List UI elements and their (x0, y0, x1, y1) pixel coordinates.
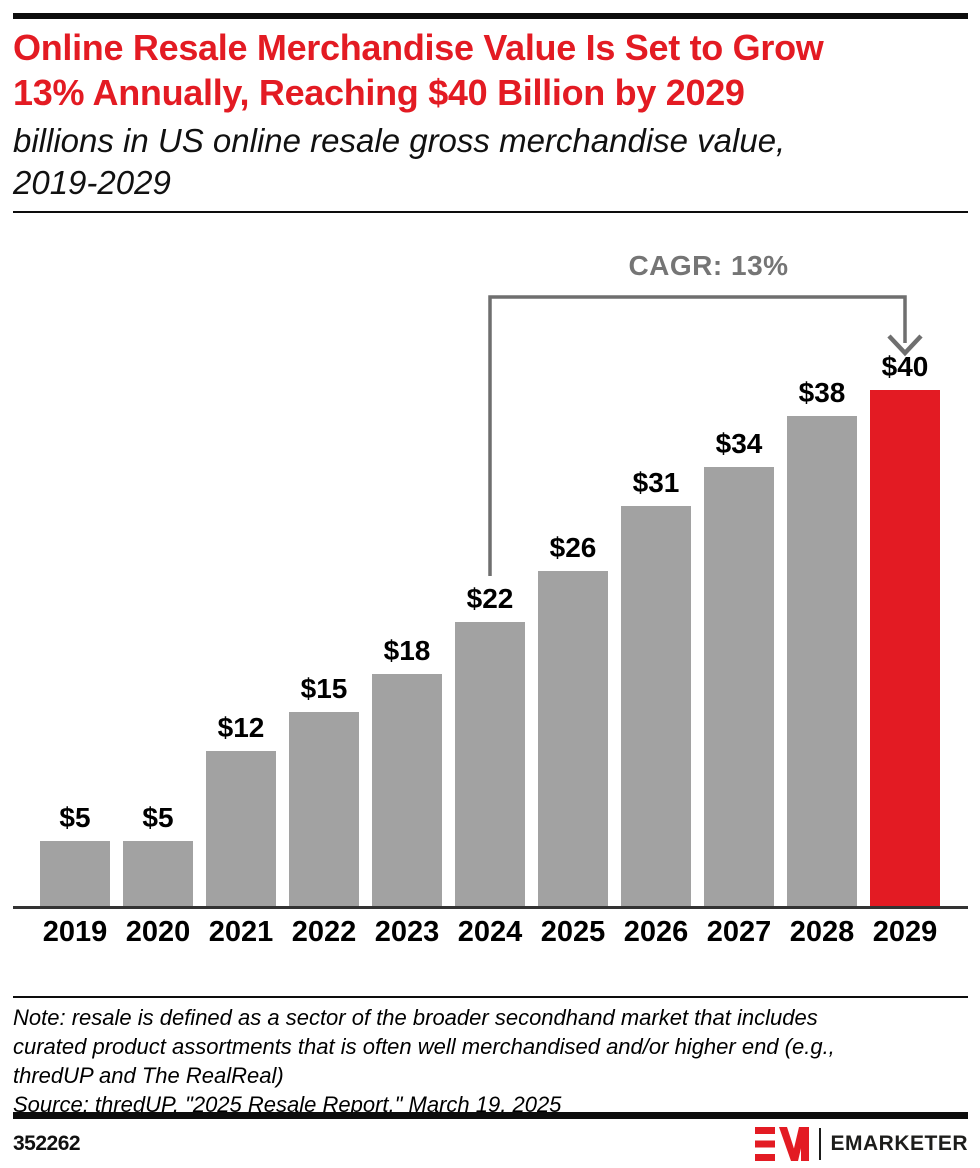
bar-column-2022: $15 (289, 673, 359, 906)
chart-subtitle-line2: 2019-2029 (13, 164, 171, 201)
brand-divider (819, 1128, 822, 1160)
x-axis-label-2025: 2025 (540, 916, 606, 948)
x-axis-labels: 2019 2020 2021 2022 2023 2024 2025 2026 2027 2028… (13, 916, 968, 950)
bar-column-2028: $38 (787, 377, 857, 906)
bar-value-label-2028: $38 (798, 377, 846, 408)
top-rule (13, 13, 968, 19)
bar-value-label-2027: $34 (715, 428, 763, 459)
bar-value-label-2029: $40 (881, 351, 929, 382)
bar-2019 (40, 841, 110, 906)
bar-value-label-2020: $5 (142, 802, 174, 833)
brand-logo: EMARKETER (755, 1127, 968, 1161)
page-title-line2: 13% Annually, Reaching $40 Billion by 20… (13, 72, 745, 113)
bar-column-2023: $18 (372, 635, 442, 906)
bar-chart: CAGR: 13% $5 $5 $12 $15 $18 $22 $26 $31 $34 $38 $4… (13, 240, 968, 950)
bar-column-2020: $5 (123, 802, 193, 906)
page-title-line1: Online Resale Merchandise Value Is Set t… (13, 27, 824, 68)
bar-column-2021: $12 (206, 712, 276, 906)
chart-subtitle: billions in US online resale gross merch… (13, 120, 968, 204)
bar-column-2026: $31 (621, 467, 691, 906)
bar-2022 (289, 712, 359, 906)
bar-value-label-2023: $18 (383, 635, 431, 666)
x-axis-line (13, 906, 968, 909)
footnote-divider (13, 996, 968, 998)
bar-2029 (870, 390, 940, 906)
bar-2023 (372, 674, 442, 906)
bar-value-label-2019: $5 (59, 802, 91, 833)
brand-name: EMARKETER (830, 1132, 968, 1155)
bar-value-label-2021: $12 (217, 712, 265, 743)
bar-2021 (206, 751, 276, 906)
x-axis-label-2022: 2022 (291, 916, 357, 948)
header-divider (13, 211, 968, 213)
x-axis-label-2029: 2029 (872, 916, 938, 948)
bar-2020 (123, 841, 193, 906)
bar-column-2027: $34 (704, 428, 774, 906)
bar-value-label-2022: $15 (300, 673, 348, 704)
footnote-line-1: Note: resale is defined as a sector of t… (13, 1005, 818, 1030)
x-axis-label-2028: 2028 (789, 916, 855, 948)
x-axis-label-2024: 2024 (457, 916, 523, 948)
footnote: Note: resale is defined as a sector of t… (13, 1003, 968, 1119)
footnote-line-3: thredUP and The RealReal) (13, 1063, 284, 1088)
bar-2026 (621, 506, 691, 906)
bar-2024 (455, 622, 525, 906)
cagr-annotation-label: CAGR: 13% (628, 250, 789, 281)
x-axis-label-2020: 2020 (125, 916, 191, 948)
x-axis-label-2027: 2027 (706, 916, 772, 948)
x-axis-label-2019: 2019 (42, 916, 108, 948)
bar-value-label-2026: $31 (632, 467, 680, 498)
bar-column-2024: $22 (455, 583, 525, 906)
plot-area: $5 $5 $12 $15 $18 $22 $26 $31 $34 $38 $40 (13, 351, 968, 906)
x-axis-label-2026: 2026 (623, 916, 689, 948)
page-title: Online Resale Merchandise Value Is Set t… (13, 25, 968, 115)
bar-2027 (704, 467, 774, 906)
x-axis-label-2021: 2021 (208, 916, 274, 948)
cagr-bracket-arrow-icon (488, 295, 923, 576)
bar-column-2029: $40 (870, 351, 940, 906)
chart-id: 352262 (13, 1132, 81, 1155)
bar-value-label-2024: $22 (466, 583, 514, 614)
x-axis-label-2023: 2023 (374, 916, 440, 948)
bar-2025 (538, 571, 608, 906)
bar-column-2019: $5 (40, 802, 110, 906)
bar-column-2025: $26 (538, 532, 608, 906)
emarketer-em-mark-icon (755, 1127, 810, 1161)
footer-divider (13, 1112, 968, 1119)
bar-2028 (787, 416, 857, 906)
footnote-line-2: curated product assortments that is ofte… (13, 1034, 835, 1059)
bar-value-label-2025: $26 (549, 532, 597, 563)
chart-subtitle-line1: billions in US online resale gross merch… (13, 122, 786, 159)
